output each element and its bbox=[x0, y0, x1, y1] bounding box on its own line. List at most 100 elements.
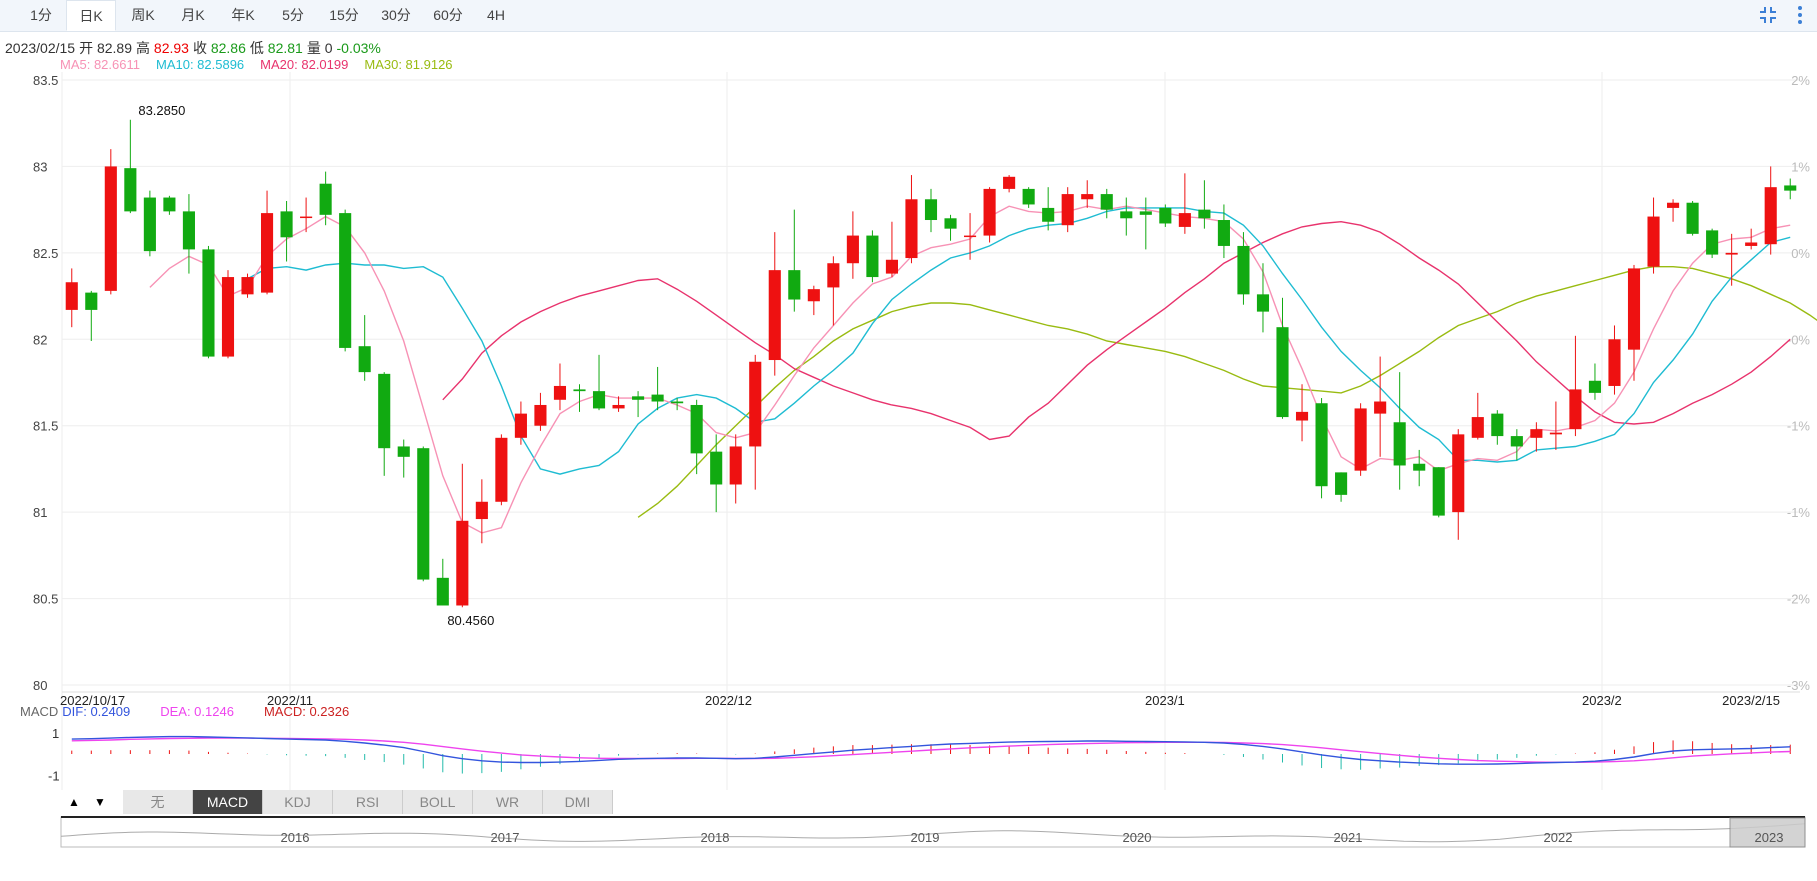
indicator-macd[interactable]: MACD bbox=[193, 790, 263, 814]
candle-down bbox=[1491, 413, 1504, 437]
candle-up bbox=[1003, 176, 1016, 189]
candle-down bbox=[1276, 327, 1289, 418]
candle-down bbox=[1159, 207, 1172, 224]
candle-up bbox=[1530, 429, 1543, 438]
candle-down bbox=[710, 451, 723, 485]
candle-down bbox=[417, 448, 430, 580]
ma20-line bbox=[442, 220, 1791, 441]
candle-down bbox=[85, 292, 98, 310]
tab-5min[interactable]: 5分 bbox=[282, 7, 304, 23]
pct-tick-label: -3% bbox=[1787, 678, 1811, 693]
tab-month-k[interactable]: 月K bbox=[181, 7, 205, 23]
candle-up bbox=[65, 282, 78, 310]
dif-legend: DIF: 0.2409 bbox=[62, 704, 131, 719]
candle-down bbox=[1510, 436, 1523, 447]
candle-up bbox=[612, 404, 625, 409]
high-label: 高 bbox=[136, 40, 151, 56]
ma30-legend: MA30: 81.9126 bbox=[364, 57, 453, 72]
candle-up bbox=[1061, 194, 1074, 226]
candle-up bbox=[300, 216, 313, 219]
tab-15min[interactable]: 15分 bbox=[329, 7, 359, 23]
more-menu-icon[interactable] bbox=[1795, 4, 1805, 26]
ohlc-date: 2023/02/15 bbox=[5, 40, 76, 56]
dif-line bbox=[71, 735, 1791, 765]
indicator-wr[interactable]: WR bbox=[473, 790, 543, 814]
candle-up bbox=[1764, 187, 1777, 245]
tab-year-k[interactable]: 年K bbox=[231, 7, 255, 23]
pct-tick-label: 1% bbox=[1791, 159, 1810, 174]
tab-30min[interactable]: 30分 bbox=[381, 7, 411, 23]
candle-down bbox=[1784, 185, 1797, 191]
tab-week-k[interactable]: 周K bbox=[131, 7, 155, 23]
ma-legend: MA5: 82.6611 MA10: 82.5896 MA20: 82.0199 MA… bbox=[60, 57, 453, 72]
y-tick-label: 82.5 bbox=[33, 246, 58, 261]
navigator-year-label: 2020 bbox=[1123, 830, 1152, 845]
candle-down bbox=[182, 211, 195, 250]
candle-up bbox=[260, 213, 274, 293]
pct-tick-label: -1% bbox=[1787, 419, 1811, 434]
navigator-range-selector bbox=[1729, 817, 1806, 848]
candle-up bbox=[1569, 389, 1582, 430]
x-tick-label: 2022/11 bbox=[267, 693, 313, 708]
pct-tick-label: 0% bbox=[1791, 246, 1810, 261]
low-label: 低 bbox=[249, 40, 264, 56]
candle-down bbox=[163, 197, 176, 212]
indicator-dmi[interactable]: DMI bbox=[543, 790, 613, 814]
candle-down bbox=[1100, 194, 1113, 210]
candle-up bbox=[1354, 408, 1367, 471]
tab-60min[interactable]: 60分 bbox=[433, 7, 463, 23]
volume-value: 0 bbox=[324, 40, 333, 56]
candle-up bbox=[241, 277, 254, 295]
candle-down bbox=[1198, 209, 1211, 219]
ohlc-info: 2023/02/15 开 82.89 高 82.93 收 82.86 低 82.81 量 … bbox=[5, 38, 381, 58]
navigator-frame bbox=[60, 816, 1806, 848]
candle-down bbox=[1588, 380, 1602, 393]
candle-up bbox=[1295, 411, 1309, 421]
navigator-year-label: 2017 bbox=[491, 830, 520, 845]
macd-legend: MACD DIF: 0.2409 DEA: 0.1246 MACD: 0.2326 bbox=[20, 704, 349, 719]
high-value: 82.93 bbox=[153, 40, 189, 56]
ma5-legend: MA5: 82.6611 bbox=[60, 57, 140, 72]
candle-down bbox=[1432, 467, 1445, 516]
indicator-rsi[interactable]: RSI bbox=[333, 790, 403, 814]
tab-4h[interactable]: 4H bbox=[487, 7, 505, 23]
x-tick-label: 2022/10/17 bbox=[60, 693, 125, 708]
close-label: 收 bbox=[192, 40, 207, 56]
x-tick-label: 2023/2/15 bbox=[1722, 693, 1780, 708]
candle-down bbox=[671, 401, 684, 404]
open-label: 开 bbox=[79, 40, 94, 56]
candle-down bbox=[632, 396, 645, 400]
navigator-year-label: 2022 bbox=[1544, 830, 1573, 845]
scroll-down-arrow[interactable]: ▼ bbox=[87, 790, 113, 814]
candle-up bbox=[1549, 432, 1562, 435]
tab-1min[interactable]: 1分 bbox=[30, 7, 52, 23]
dea-line bbox=[71, 737, 1791, 763]
collapse-icon[interactable] bbox=[1758, 5, 1778, 25]
candle-down bbox=[690, 404, 703, 454]
candle-up bbox=[768, 270, 781, 361]
close-value: 82.86 bbox=[210, 40, 246, 56]
indicator-kdj[interactable]: KDJ bbox=[263, 790, 333, 814]
indicator-boll[interactable]: BOLL bbox=[403, 790, 473, 814]
candle-down bbox=[944, 218, 957, 229]
candle-down bbox=[280, 211, 293, 238]
candle-down bbox=[378, 373, 391, 449]
candle-up bbox=[885, 259, 898, 274]
tab-day-k[interactable]: 日K bbox=[66, 0, 116, 31]
indicator-none[interactable]: 无 bbox=[123, 790, 193, 814]
navigator-year-label: 2016 bbox=[281, 830, 310, 845]
ma20-legend: MA20: 82.0199 bbox=[260, 57, 349, 72]
scroll-up-arrow[interactable]: ▲ bbox=[61, 790, 87, 814]
candle-up bbox=[534, 404, 547, 426]
open-value: 82.89 bbox=[96, 40, 133, 56]
candle-down bbox=[1120, 211, 1133, 219]
candle-down bbox=[1686, 202, 1699, 234]
candle-up bbox=[905, 199, 918, 259]
change-value: -0.03% bbox=[336, 40, 381, 56]
candle-down bbox=[924, 199, 938, 221]
low-value: 82.81 bbox=[267, 40, 303, 56]
candle-up bbox=[1452, 434, 1465, 513]
y-tick-label: 80.5 bbox=[33, 592, 58, 607]
candle-down bbox=[651, 394, 664, 402]
